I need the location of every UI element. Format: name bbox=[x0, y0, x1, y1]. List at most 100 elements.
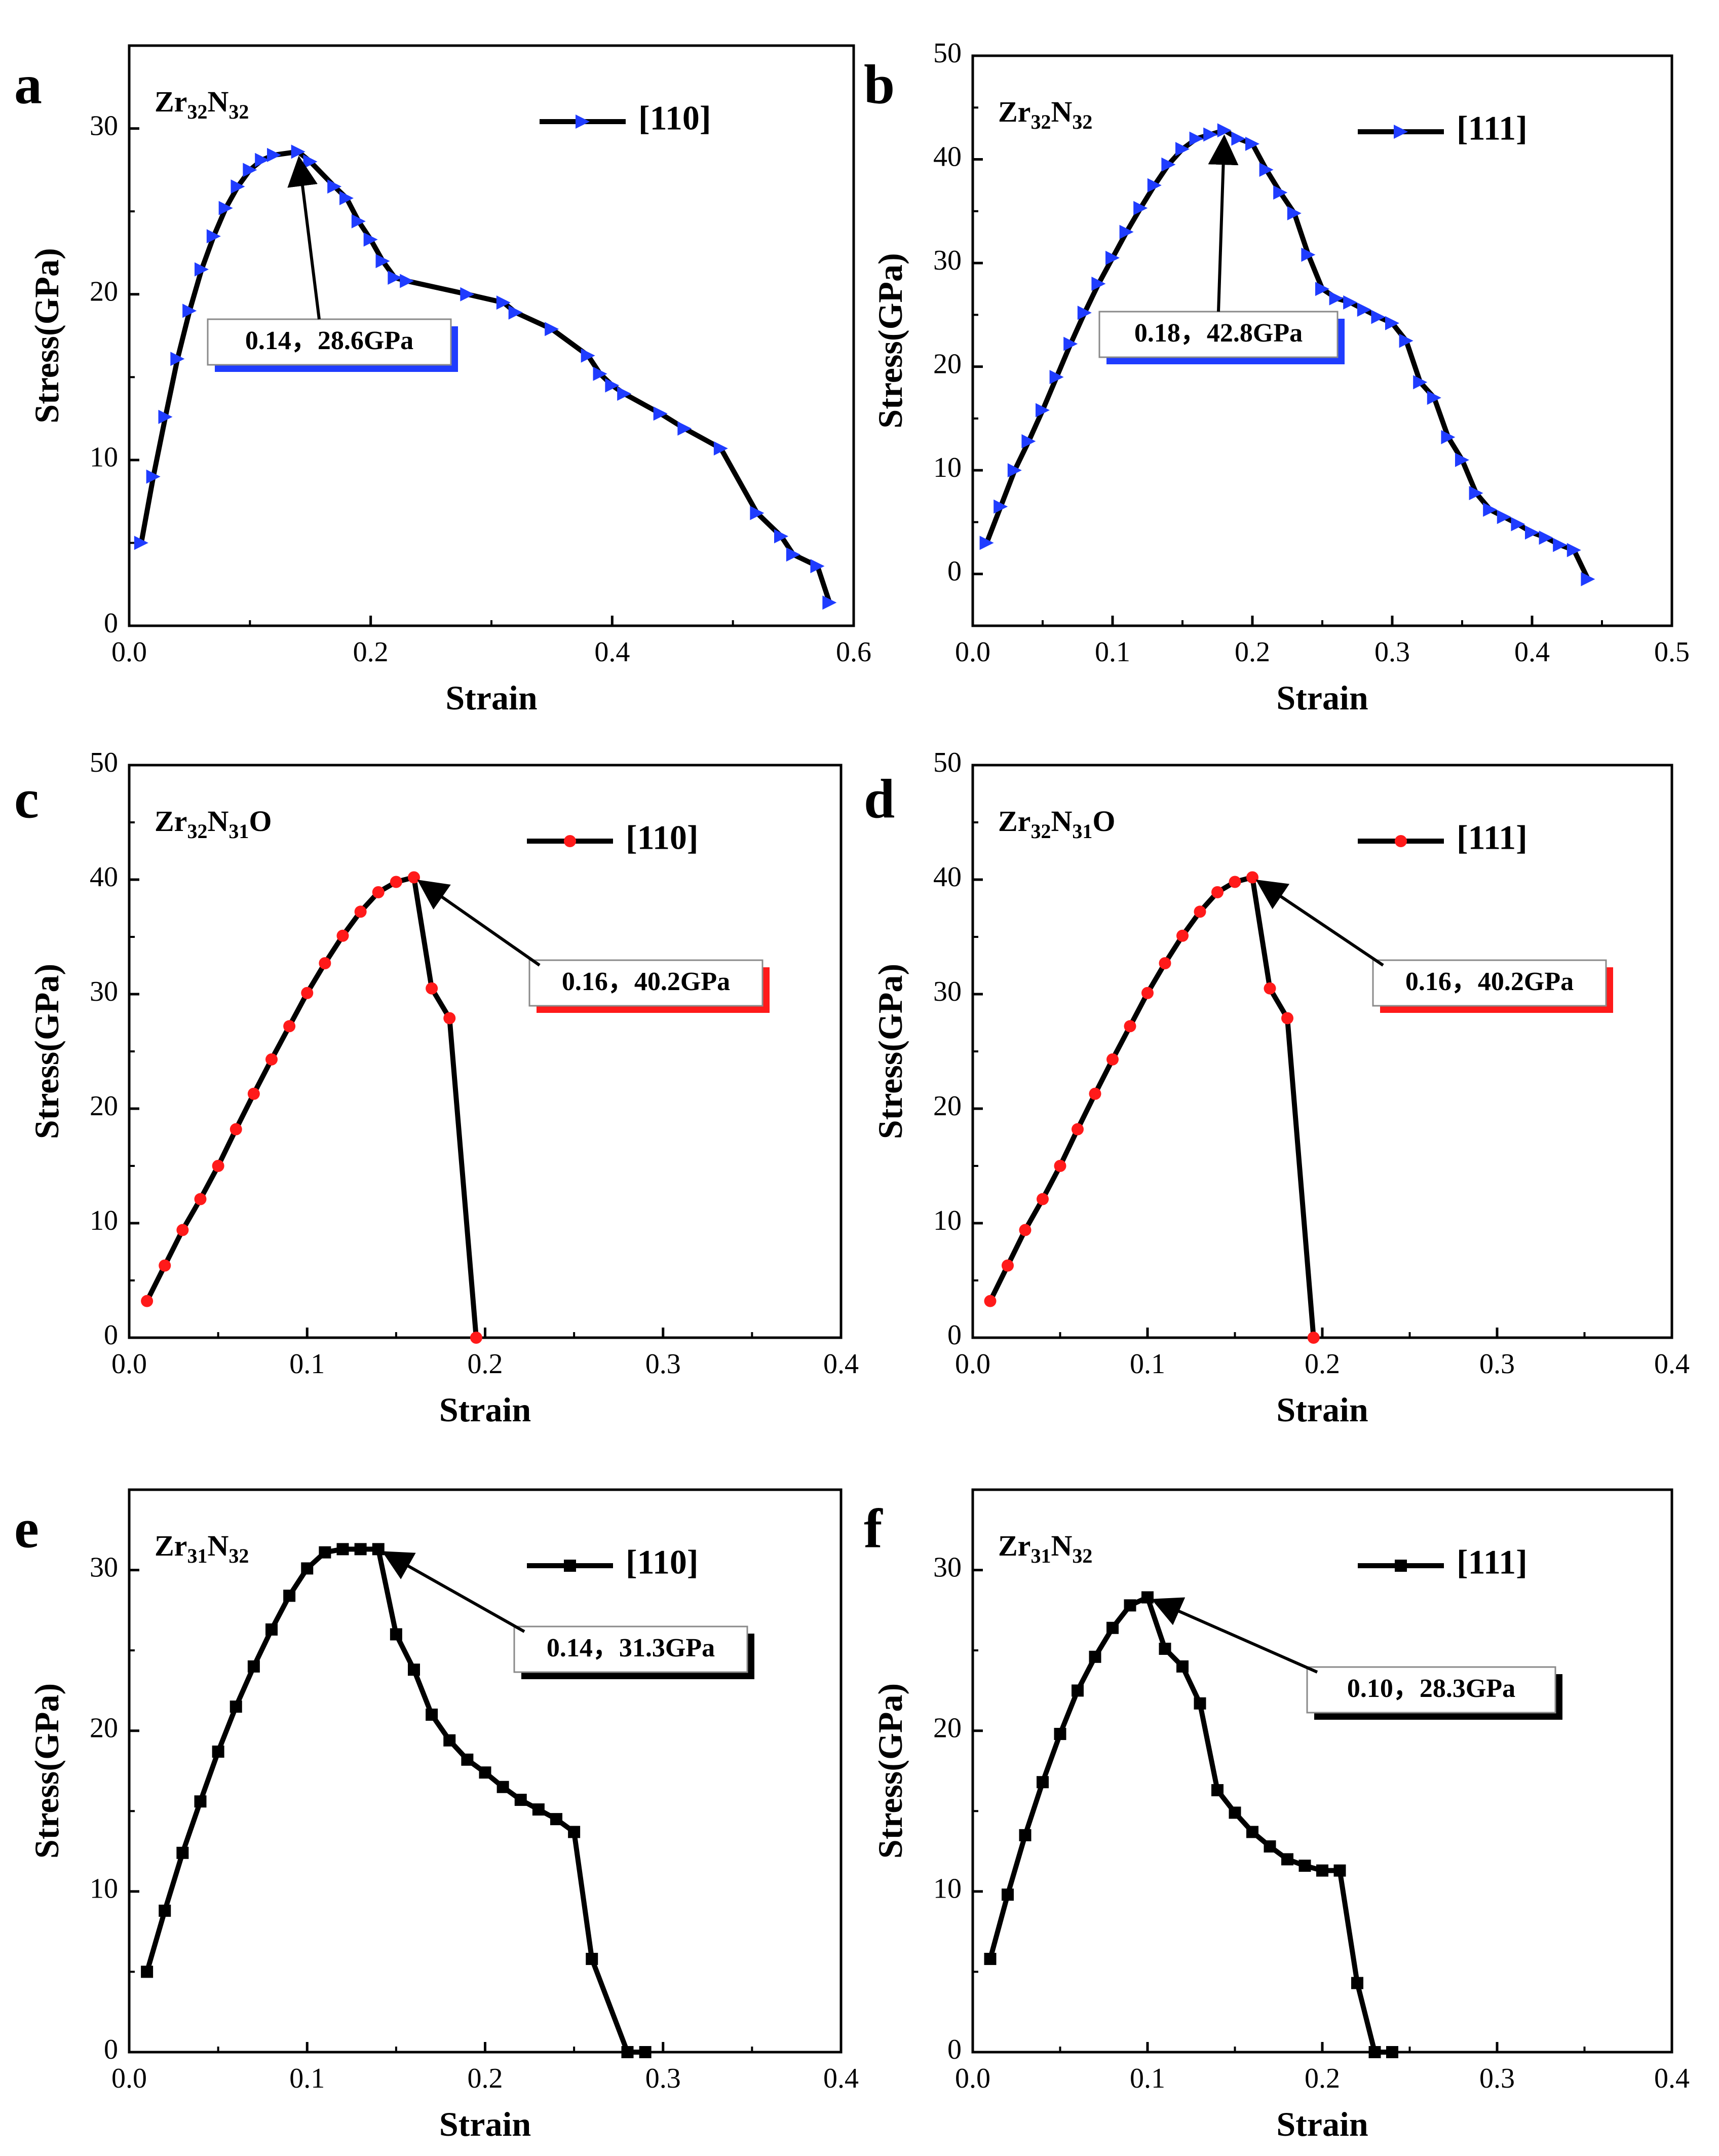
data-point bbox=[774, 529, 788, 544]
data-point bbox=[460, 287, 475, 301]
composition-title: Zr32N31O bbox=[998, 805, 1115, 843]
data-point bbox=[1194, 1697, 1206, 1710]
legend-marker bbox=[564, 1560, 576, 1572]
data-point bbox=[354, 905, 367, 918]
data-point bbox=[1281, 1853, 1293, 1866]
data-point bbox=[1399, 333, 1414, 348]
x-tick-label: 0.1 bbox=[289, 2063, 325, 2094]
chart-panel-b: b 0 10 20 30 40 50 0.0 0.1 0.2 0.3 0.4 0.5 Strain Stre… bbox=[864, 37, 1690, 717]
x-tick-label: 0.1 bbox=[1130, 2063, 1165, 2094]
data-point bbox=[267, 147, 281, 162]
data-point bbox=[1497, 510, 1511, 524]
legend-label: [110] bbox=[626, 818, 699, 857]
data-point bbox=[1264, 1840, 1276, 1853]
x-tick-label: 0.0 bbox=[111, 636, 147, 668]
data-point bbox=[194, 1193, 207, 1205]
callout-arrow bbox=[1151, 1597, 1318, 1674]
data-point bbox=[1386, 2046, 1398, 2058]
x-axis-label: Strain bbox=[1276, 2105, 1368, 2143]
data-point bbox=[230, 1700, 242, 1713]
x-tick-label: 0.0 bbox=[955, 1348, 990, 1380]
data-point bbox=[1019, 1829, 1032, 1841]
panel-label: f bbox=[864, 1497, 883, 1559]
callout-shadow-right bbox=[450, 326, 458, 372]
data-point bbox=[1455, 452, 1469, 467]
chart-panel-e: e 0 10 20 30 0.0 0.1 0.2 0.3 0.4 Strain Stress(GPa)… bbox=[14, 1488, 859, 2143]
y-tick-label: 0 bbox=[104, 2034, 118, 2065]
data-point bbox=[653, 406, 668, 421]
y-tick-label: 0 bbox=[104, 608, 118, 639]
callout-shadow-right bbox=[1336, 319, 1345, 364]
data-point bbox=[1063, 336, 1078, 351]
data-point bbox=[283, 1590, 296, 1602]
y-tick-label: 30 bbox=[933, 1552, 962, 1583]
data-point bbox=[1019, 1224, 1032, 1236]
legend-label: [111] bbox=[1457, 818, 1527, 857]
data-point bbox=[1089, 1650, 1101, 1663]
data-point bbox=[581, 348, 595, 363]
data-point bbox=[426, 982, 438, 995]
y-axis-label: Stress(GPa) bbox=[871, 253, 909, 428]
data-point bbox=[182, 304, 197, 318]
data-point bbox=[514, 1794, 527, 1806]
data-point bbox=[545, 322, 559, 336]
y-tick-label: 10 bbox=[90, 442, 118, 473]
data-point bbox=[1371, 310, 1386, 324]
callout-shadow-right bbox=[1605, 967, 1613, 1013]
data-point bbox=[1089, 1087, 1101, 1100]
data-point bbox=[1054, 1160, 1066, 1172]
data-point bbox=[593, 366, 607, 381]
y-tick-label: 50 bbox=[933, 747, 962, 778]
callout-text: 0.16，40.2GPa bbox=[1405, 967, 1574, 996]
data-point bbox=[979, 536, 994, 550]
y-tick-label: 20 bbox=[933, 1713, 962, 1744]
x-tick-label: 0.0 bbox=[111, 2063, 147, 2094]
callout-shadow-bottom bbox=[521, 1671, 754, 1679]
x-tick-label: 0.1 bbox=[1095, 636, 1130, 668]
data-point bbox=[1511, 517, 1525, 532]
callout-text: 0.16，40.2GPa bbox=[562, 967, 730, 996]
data-point bbox=[1189, 131, 1204, 146]
data-point bbox=[336, 1543, 349, 1556]
x-tick-label: 0.4 bbox=[823, 1348, 859, 1380]
x-tick-label: 0.4 bbox=[594, 636, 630, 668]
data-point bbox=[443, 1734, 456, 1747]
legend-marker bbox=[1394, 125, 1408, 139]
data-point bbox=[170, 352, 185, 366]
x-tick-label: 0.4 bbox=[823, 2063, 859, 2094]
callout-box bbox=[1098, 311, 1339, 358]
data-point bbox=[230, 1123, 242, 1136]
data-point bbox=[508, 305, 523, 320]
callout-shadow-right bbox=[761, 967, 770, 1013]
x-tick-label: 0.5 bbox=[1654, 636, 1690, 668]
y-tick-label: 20 bbox=[90, 1713, 118, 1744]
data-point bbox=[786, 547, 800, 562]
data-point bbox=[1072, 1684, 1084, 1697]
x-tick-label: 0.3 bbox=[645, 2063, 681, 2094]
y-tick-label: 40 bbox=[933, 141, 962, 172]
data-point bbox=[1211, 1784, 1224, 1797]
data-point bbox=[1147, 178, 1162, 193]
legend-marker bbox=[576, 115, 590, 129]
data-point bbox=[1133, 201, 1148, 215]
x-axis-label: Strain bbox=[445, 678, 537, 717]
callout-text: 0.14，31.3GPa bbox=[547, 1634, 715, 1662]
data-point bbox=[1106, 1053, 1119, 1066]
data-point bbox=[677, 421, 692, 436]
data-point bbox=[1264, 982, 1276, 995]
callout-box bbox=[1372, 959, 1607, 1007]
data-point bbox=[159, 1259, 171, 1272]
data-point bbox=[617, 387, 632, 401]
composition-title: Zr32N31O bbox=[155, 805, 272, 843]
data-point bbox=[443, 1012, 456, 1025]
data-point bbox=[1037, 1776, 1049, 1789]
data-point bbox=[550, 1813, 562, 1826]
y-tick-label: 50 bbox=[933, 37, 962, 69]
data-point bbox=[532, 1803, 545, 1816]
data-point bbox=[372, 1543, 385, 1556]
data-point bbox=[621, 2046, 634, 2058]
data-point bbox=[1301, 247, 1316, 262]
y-tick-label: 20 bbox=[90, 1090, 118, 1122]
data-point bbox=[1217, 123, 1232, 138]
callout-shadow-bottom bbox=[1380, 1005, 1613, 1013]
